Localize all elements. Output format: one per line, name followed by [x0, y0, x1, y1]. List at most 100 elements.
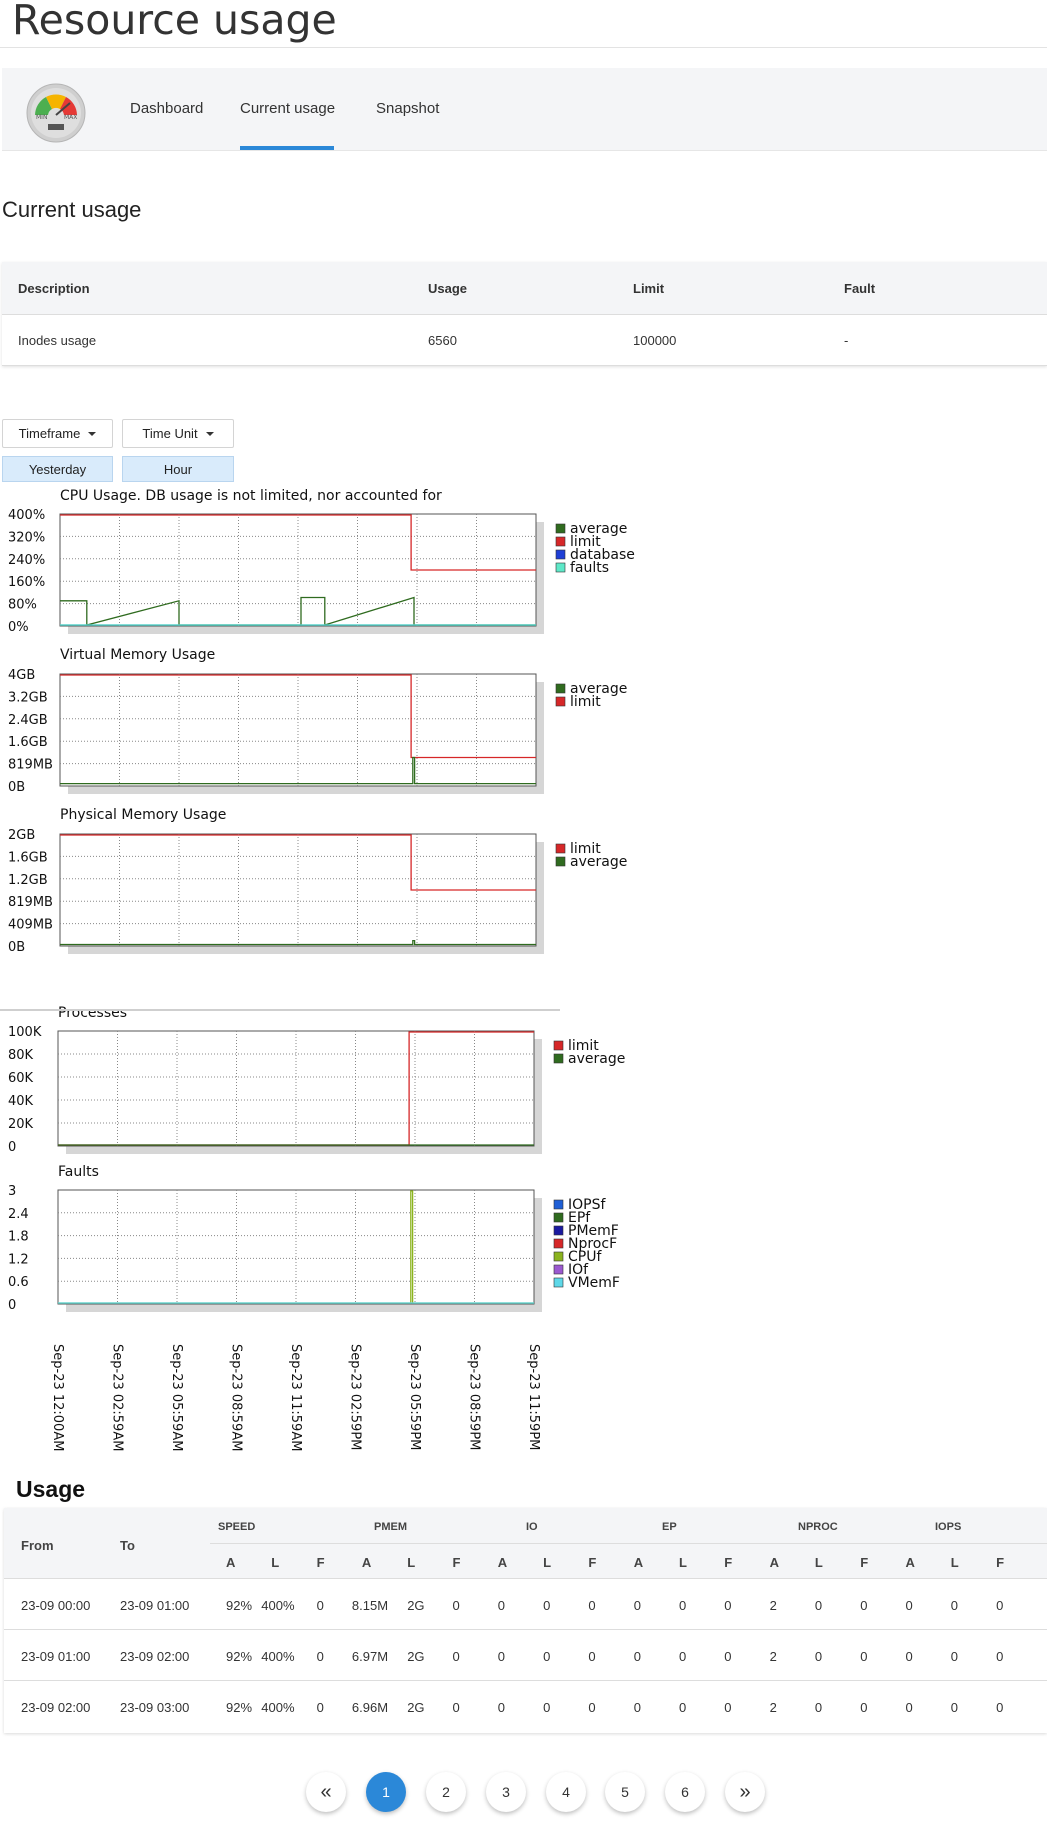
y-tick-label: 1.2GB	[8, 873, 48, 888]
legend-label: average	[570, 681, 627, 697]
table-cell: 400%	[261, 1598, 295, 1613]
column-subheader: F	[452, 1555, 461, 1570]
table-cell: 2G	[407, 1649, 425, 1664]
x-tick-label: Sep-23 02:59AM	[110, 1344, 125, 1451]
y-tick-label: 819MB	[8, 758, 53, 773]
time-unit-selected-value[interactable]: Hour	[122, 456, 234, 482]
y-tick-label: 2.4GB	[8, 713, 48, 728]
timeframe-selected-value[interactable]: Yesterday	[2, 456, 113, 482]
column-subheader: L	[271, 1555, 280, 1570]
legend-swatch	[553, 1212, 564, 1223]
y-tick-label: 819MB	[8, 895, 53, 910]
table-cell: 0	[905, 1649, 913, 1664]
cell-fault: -	[828, 314, 1047, 366]
y-tick-label: 1.8	[8, 1230, 29, 1245]
tab-snapshot[interactable]: Snapshot	[376, 100, 440, 117]
group-header-divider	[210, 1543, 1047, 1544]
table-cell: 0	[543, 1598, 551, 1613]
cell-from: 23-09 01:00	[21, 1649, 91, 1664]
time-unit-dropdown[interactable]: Time Unit	[122, 419, 234, 448]
time-unit-label: Time Unit	[142, 426, 198, 441]
pagination-page-button[interactable]: 1	[366, 1772, 406, 1812]
y-tick-label: 0B	[8, 780, 25, 795]
timeframe-dropdown[interactable]: Timeframe	[2, 419, 113, 448]
y-tick-label: 160%	[8, 575, 45, 590]
y-tick-label: 3	[8, 1184, 16, 1199]
table-cell: 400%	[261, 1700, 295, 1715]
y-tick-label: 409MB	[8, 918, 53, 933]
table-cell: 0	[724, 1649, 732, 1664]
x-tick-label: Sep-23 12:00AM	[50, 1344, 65, 1451]
table-cell: 0	[996, 1700, 1004, 1715]
y-tick-label: 2GB	[8, 828, 35, 843]
pagination-prev-button[interactable]: «	[306, 1772, 346, 1812]
table-cell: 0	[316, 1649, 324, 1664]
column-header-to: To	[120, 1538, 135, 1553]
column-subheader: L	[950, 1555, 959, 1570]
y-tick-label: 1.6GB	[8, 850, 48, 865]
column-header: Description	[2, 262, 412, 315]
x-tick-label: Sep-23 08:59AM	[229, 1344, 244, 1451]
table-cell: 0	[633, 1649, 641, 1664]
pagination-page-button[interactable]: 6	[665, 1772, 705, 1812]
pagination-page-button[interactable]: 2	[426, 1772, 466, 1812]
timeframe-label: Timeframe	[18, 426, 81, 441]
column-group-header: SPEED	[218, 1521, 256, 1533]
legend-swatch	[553, 1264, 564, 1275]
tab-dashboard[interactable]: Dashboard	[130, 100, 204, 117]
y-tick-label: 20K	[8, 1117, 34, 1132]
table-cell: 0	[996, 1649, 1004, 1664]
table-cell: 0	[724, 1598, 732, 1613]
y-tick-label: 1.2	[8, 1252, 29, 1267]
table-cell: 0	[950, 1649, 959, 1664]
legend-swatch	[555, 683, 566, 694]
column-subheader: A	[361, 1555, 372, 1570]
table-cell: 0	[633, 1700, 641, 1715]
legend-label: NprocF	[568, 1236, 617, 1252]
navbar	[2, 68, 1047, 151]
table-cell: 0	[724, 1700, 732, 1715]
table-cell: 0	[588, 1649, 596, 1664]
pagination-page-button[interactable]: 3	[486, 1772, 526, 1812]
table-cell: 0	[316, 1700, 324, 1715]
tab-current-usage[interactable]: Current usage	[240, 100, 336, 117]
series-line-limit	[60, 834, 536, 891]
cell-from: 23-09 00:00	[21, 1598, 91, 1613]
gauge-logo-icon: MIN MAX	[26, 83, 86, 143]
legend-swatch	[553, 1251, 564, 1262]
cell-description: Inodes usage	[2, 314, 412, 366]
column-subheader: L	[814, 1555, 823, 1570]
x-tick-label: Sep-23 11:59PM	[526, 1344, 541, 1450]
table-cell: 0	[814, 1598, 823, 1613]
y-tick-label: 4GB	[8, 668, 35, 683]
table-cell: 0	[814, 1700, 823, 1715]
table-cell: 0	[543, 1649, 551, 1664]
legend-label: IOPSf	[568, 1197, 606, 1213]
pagination-page-button[interactable]: 5	[605, 1772, 645, 1812]
legend-label: average	[570, 521, 627, 537]
table-cell: 0	[679, 1700, 687, 1715]
pagination-page-button[interactable]: 4	[546, 1772, 586, 1812]
column-subheader: A	[633, 1555, 644, 1570]
series-line-limit	[60, 514, 536, 571]
table-cell: 0	[905, 1598, 913, 1613]
table-cell: 2	[769, 1598, 777, 1613]
legend-label: VMemF	[568, 1275, 620, 1291]
x-tick-label: Sep-23 08:59PM	[467, 1344, 482, 1450]
column-subheader: F	[316, 1555, 325, 1570]
pagination-next-button[interactable]: »	[725, 1772, 765, 1812]
legend-swatch	[555, 843, 566, 854]
column-subheader: F	[724, 1555, 733, 1570]
legend-label: limit	[570, 534, 601, 550]
table-cell: 0	[497, 1598, 506, 1613]
legend-label: average	[570, 854, 627, 870]
table-cell: 0	[905, 1700, 913, 1715]
table-cell: 92%	[226, 1649, 253, 1664]
legend-label: CPUf	[568, 1249, 602, 1265]
y-tick-label: 240%	[8, 553, 45, 568]
table-cell: 0	[860, 1700, 868, 1715]
cell-to: 23-09 03:00	[120, 1700, 190, 1715]
table-cell: 2	[769, 1649, 777, 1664]
y-tick-label: 60K	[8, 1071, 34, 1086]
chart-title: Virtual Memory Usage	[60, 647, 215, 663]
